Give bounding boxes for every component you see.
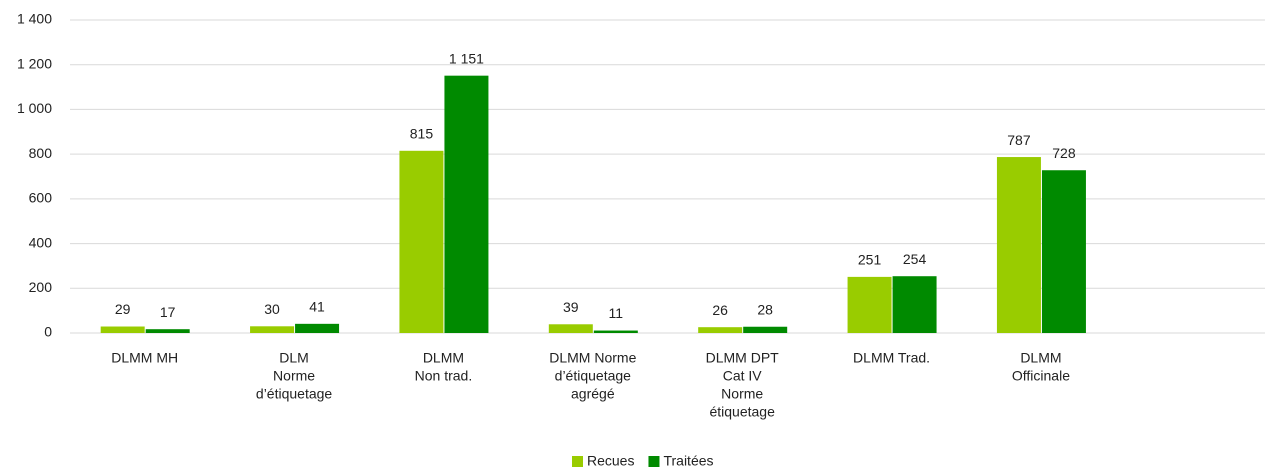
x-tick-label: DLMM xyxy=(423,350,464,366)
y-tick-label: 800 xyxy=(29,145,53,161)
y-tick-label: 600 xyxy=(29,190,53,206)
x-tick-label: Non trad. xyxy=(415,368,473,384)
legend-swatch xyxy=(648,456,660,467)
bar xyxy=(892,276,937,333)
bar xyxy=(593,330,638,333)
x-tick-label: Cat IV xyxy=(723,368,763,384)
legend-label: Recues xyxy=(587,453,634,469)
value-label: 17 xyxy=(160,304,176,320)
value-label: 30 xyxy=(264,301,280,317)
bar xyxy=(847,276,892,333)
bar xyxy=(1041,170,1086,333)
bar xyxy=(145,329,190,333)
legend-label: Traitées xyxy=(663,453,713,469)
y-tick-label: 1 200 xyxy=(17,55,52,71)
bar xyxy=(295,323,340,333)
bar xyxy=(743,326,788,333)
x-tick-label: Norme xyxy=(273,368,315,384)
value-label: 815 xyxy=(410,125,434,141)
bar xyxy=(100,326,145,333)
legend-swatch xyxy=(572,456,583,467)
value-label: 728 xyxy=(1052,145,1076,161)
x-tick-label: DLMM xyxy=(1020,350,1061,366)
bar xyxy=(996,157,1041,333)
bar xyxy=(444,75,489,334)
x-tick-label: Officinale xyxy=(1012,368,1070,384)
value-label: 787 xyxy=(1007,132,1031,148)
value-label: 1 151 xyxy=(449,50,484,66)
x-tick-label: d’étiquetage xyxy=(256,386,333,402)
x-tick-label: DLM xyxy=(279,350,309,366)
value-label: 39 xyxy=(563,299,579,315)
value-label: 26 xyxy=(712,302,728,318)
bar xyxy=(250,326,295,333)
x-tick-label: Norme xyxy=(721,386,763,402)
x-tick-label: d’étiquetage xyxy=(555,368,632,384)
bar xyxy=(399,150,444,333)
x-tick-label: agrégé xyxy=(571,386,615,402)
value-label: 41 xyxy=(309,299,325,315)
bar xyxy=(548,324,593,333)
y-tick-label: 400 xyxy=(29,234,53,250)
value-label: 251 xyxy=(858,252,882,268)
x-tick-label: DLMM Trad. xyxy=(853,350,930,366)
value-label: 254 xyxy=(903,251,927,267)
bar xyxy=(698,327,743,333)
x-tick-label: DLMM MH xyxy=(111,350,178,366)
y-tick-label: 200 xyxy=(29,279,53,295)
y-tick-label: 1 000 xyxy=(17,100,52,116)
x-tick-label: DLMM Norme xyxy=(549,350,636,366)
x-tick-label: étiquetage xyxy=(709,404,775,420)
y-tick-label: 1 400 xyxy=(17,11,52,27)
y-tick-label: 0 xyxy=(44,324,52,340)
value-label: 28 xyxy=(757,301,773,317)
value-label: 11 xyxy=(609,305,624,321)
x-tick-label: DLMM DPT xyxy=(706,350,780,366)
value-label: 29 xyxy=(115,301,131,317)
